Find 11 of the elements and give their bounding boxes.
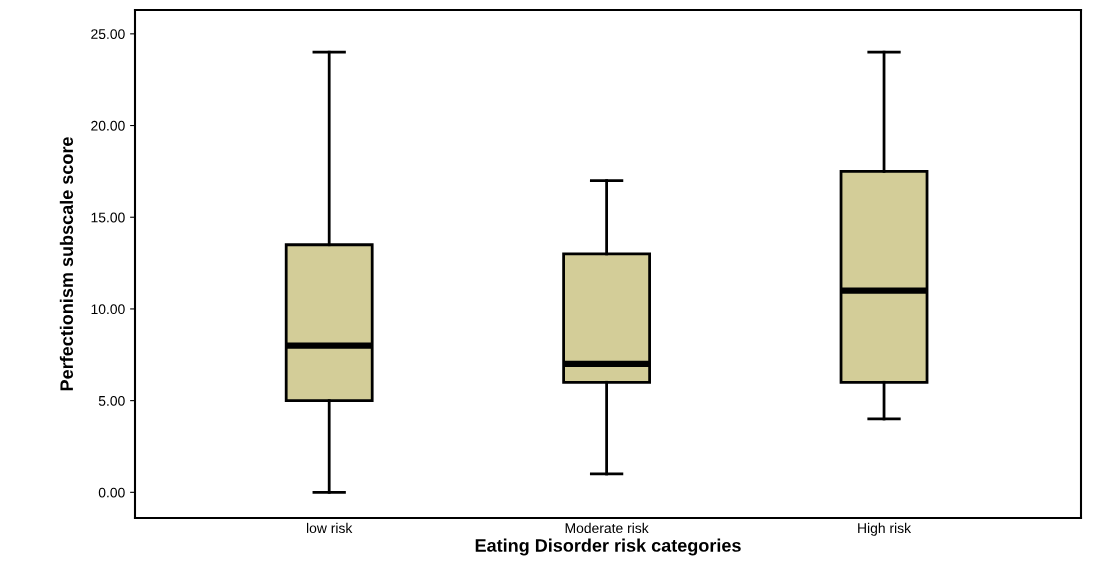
y-axis-title: Perfectionism subscale score: [59, 137, 74, 391]
y-tick-label: 25.00: [91, 29, 125, 40]
x-tick-label: High risk: [858, 522, 912, 536]
y-tick-label: 10.00: [91, 304, 125, 315]
y-tick-label: 20.00: [91, 120, 125, 131]
x-tick-label: low risk: [306, 522, 353, 534]
y-tick-label: 5.00: [98, 395, 125, 406]
x-axis-title: Eating Disorder risk categories: [475, 538, 741, 556]
x-tick-label: Moderate risk: [565, 522, 649, 534]
y-tick-label: 15.00: [91, 212, 125, 223]
y-tick-label: 0.00: [98, 487, 125, 498]
